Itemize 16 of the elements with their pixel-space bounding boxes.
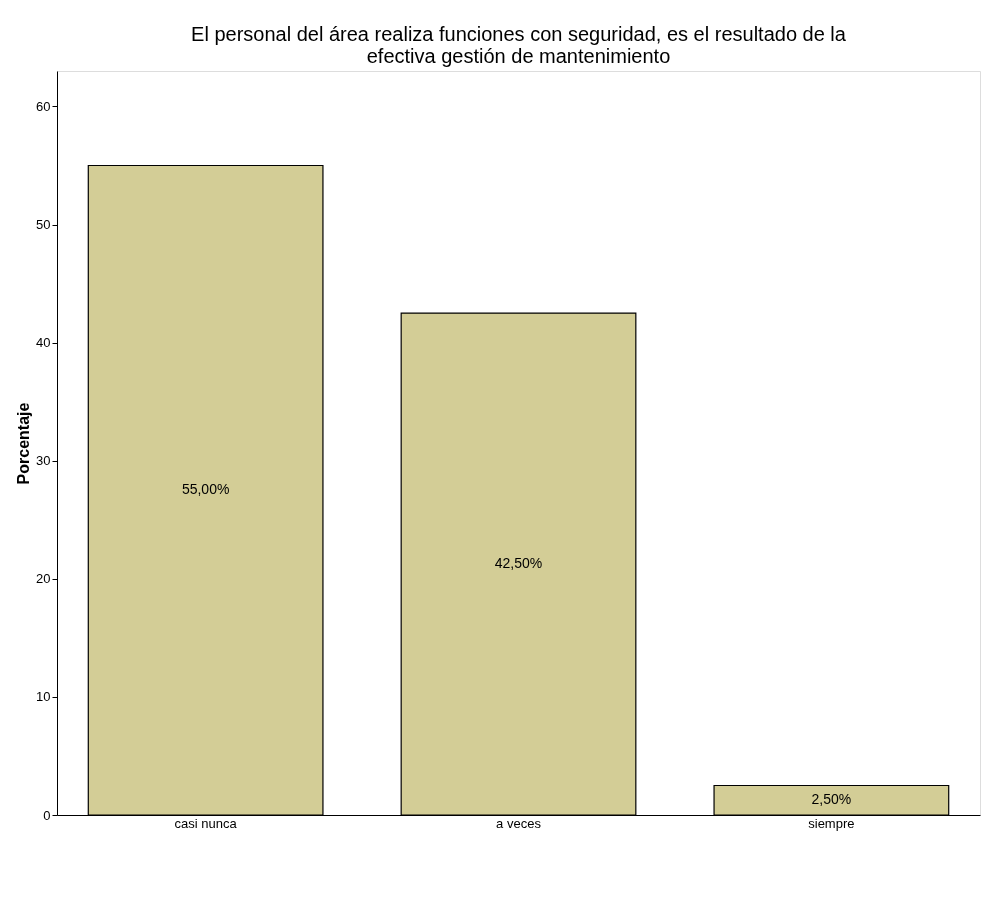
x-tick-label: siempre [808, 815, 855, 831]
y-axis-title: Porcentaje [15, 402, 33, 485]
y-tick-label: 60 [36, 98, 51, 114]
y-tick-label: 10 [36, 689, 51, 705]
data-label: 55,00% [181, 481, 230, 498]
y-tick-label: 20 [36, 571, 51, 587]
y-tick-label: 50 [36, 217, 51, 233]
text: El personal del área realiza funciones con seguridad, es el resultado de la [191, 23, 846, 45]
text: efectiva gestión de mantenimiento [366, 45, 671, 67]
y-tick-label: 30 [36, 453, 51, 469]
y-tick-label: 0 [43, 807, 51, 823]
x-tick-label: a veces [496, 815, 542, 831]
data-label: 42,50% [494, 555, 543, 572]
data-label: 2,50% [811, 791, 852, 808]
y-tick-label: 40 [36, 335, 51, 351]
x-tick-label: casi nunca [174, 815, 238, 831]
